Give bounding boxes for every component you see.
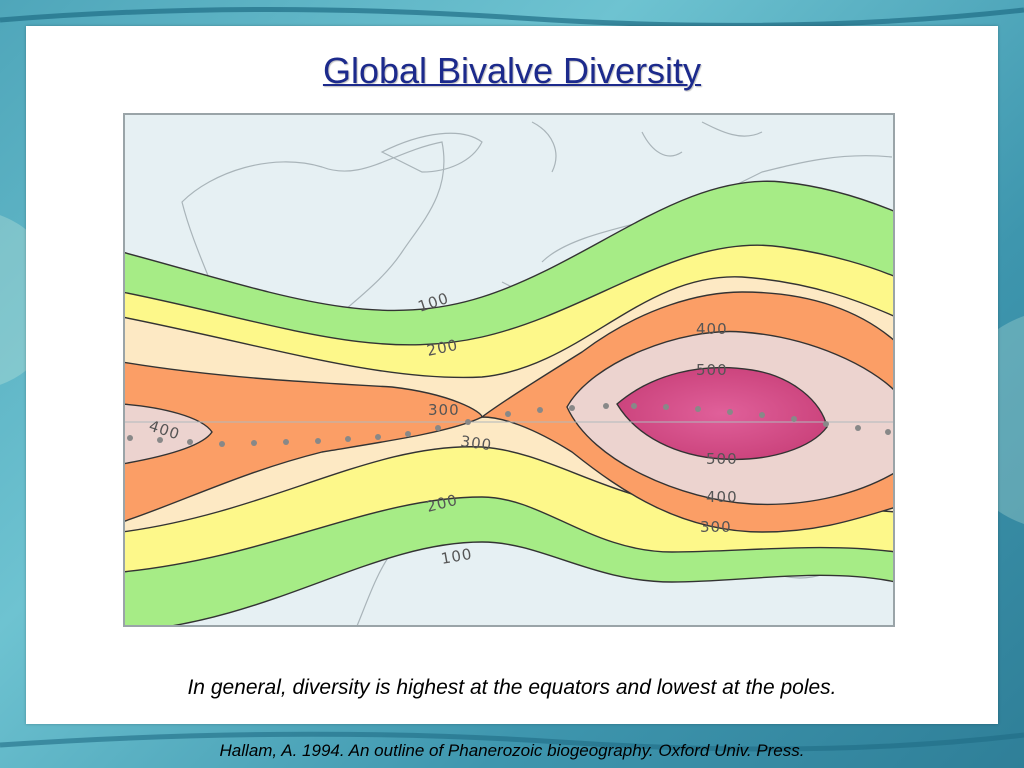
slide-caption: In general, diversity is highest at the … [187,676,837,699]
label-100-south: 100 [440,545,474,568]
label-400-east-lower: 400 [706,488,738,506]
diversity-map: 100 200 300 300 400 400 500 500 400 300 … [123,113,895,627]
label-500-lower: 500 [706,450,738,468]
label-300-west-upper: 300 [428,401,460,419]
map-frame [123,113,895,627]
label-300-west-lower: 300 [459,432,493,454]
slide-title: Global Bivalve Diversity [322,50,702,91]
label-300-east: 300 [700,518,732,536]
label-500-upper: 500 [696,361,728,379]
equator-dots [127,403,891,447]
source-citation: Hallam, A. 1994. An outline of Phanerozo… [219,741,805,760]
diversity-core-max [616,366,828,461]
label-400-east-upper: 400 [696,320,728,338]
diversity-band-400-west [124,403,213,465]
